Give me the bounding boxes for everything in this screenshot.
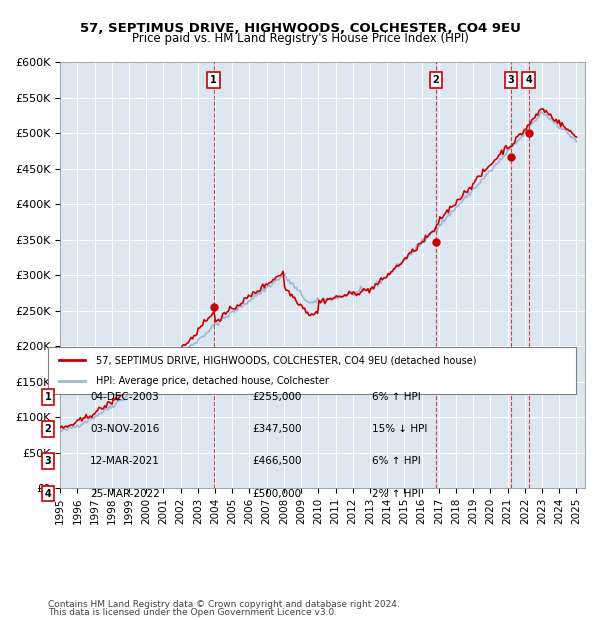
Text: £255,000: £255,000 [252, 392, 301, 402]
Text: 2: 2 [44, 424, 52, 434]
Text: 12-MAR-2021: 12-MAR-2021 [90, 456, 160, 466]
Text: 6% ↑ HPI: 6% ↑ HPI [372, 456, 421, 466]
Text: 1: 1 [211, 75, 217, 85]
Text: 2% ↑ HPI: 2% ↑ HPI [372, 489, 421, 498]
Text: Contains HM Land Registry data © Crown copyright and database right 2024.: Contains HM Land Registry data © Crown c… [48, 600, 400, 609]
Text: £466,500: £466,500 [252, 456, 302, 466]
Text: 3: 3 [44, 456, 52, 466]
Text: 25-MAR-2022: 25-MAR-2022 [90, 489, 160, 498]
Text: Price paid vs. HM Land Registry's House Price Index (HPI): Price paid vs. HM Land Registry's House … [131, 32, 469, 45]
Text: 2: 2 [433, 75, 439, 85]
Text: 03-NOV-2016: 03-NOV-2016 [90, 424, 160, 434]
Text: HPI: Average price, detached house, Colchester: HPI: Average price, detached house, Colc… [95, 376, 328, 386]
Text: 3: 3 [508, 75, 514, 85]
Text: 4: 4 [525, 75, 532, 85]
Text: 57, SEPTIMUS DRIVE, HIGHWOODS, COLCHESTER, CO4 9EU (detached house): 57, SEPTIMUS DRIVE, HIGHWOODS, COLCHESTE… [95, 355, 476, 365]
Text: 1: 1 [44, 392, 52, 402]
Text: 15% ↓ HPI: 15% ↓ HPI [372, 424, 427, 434]
Text: 6% ↑ HPI: 6% ↑ HPI [372, 392, 421, 402]
Text: 4: 4 [44, 489, 52, 498]
Text: £347,500: £347,500 [252, 424, 302, 434]
Text: 04-DEC-2003: 04-DEC-2003 [90, 392, 159, 402]
Text: This data is licensed under the Open Government Licence v3.0.: This data is licensed under the Open Gov… [48, 608, 337, 617]
Text: 57, SEPTIMUS DRIVE, HIGHWOODS, COLCHESTER, CO4 9EU: 57, SEPTIMUS DRIVE, HIGHWOODS, COLCHESTE… [80, 22, 520, 35]
Text: £500,000: £500,000 [252, 489, 301, 498]
